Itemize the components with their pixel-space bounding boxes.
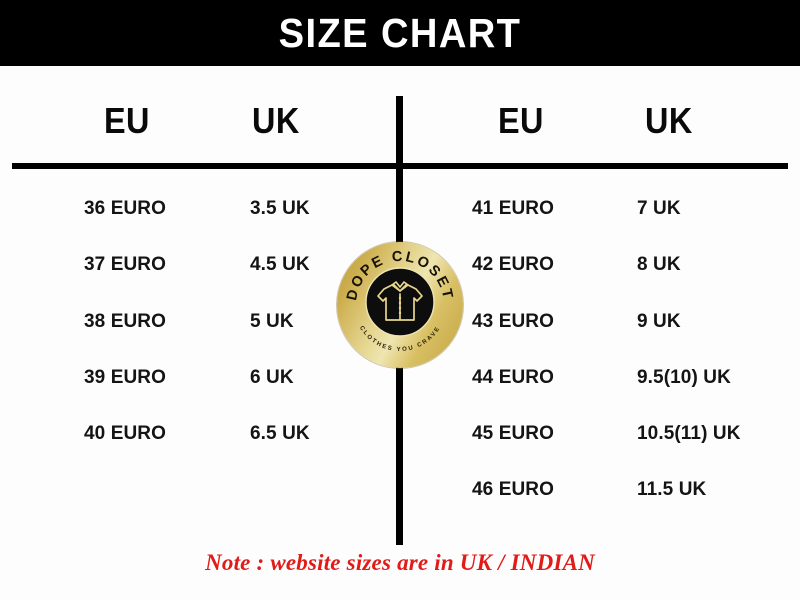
- table-row: 38 EURO: [84, 311, 167, 332]
- table-row: 43 EURO: [472, 311, 555, 332]
- table-row: 36 EURO: [84, 198, 167, 219]
- table-row: 42 EURO: [472, 254, 555, 275]
- column-header-eu-right: EU: [498, 100, 544, 141]
- table-row: 44 EURO: [472, 367, 555, 388]
- table-row: 6 UK: [250, 367, 294, 388]
- table-row: 7 UK: [637, 198, 681, 219]
- footer-note: Note : website sizes are in UK / INDIAN: [205, 550, 595, 575]
- table-row: 9 UK: [637, 311, 681, 332]
- column-header-uk-left: UK: [252, 100, 300, 141]
- table-row: 39 EURO: [84, 367, 167, 388]
- logo-svg: DOPE CLOSET CLOTHES YOU CRAVE: [344, 249, 453, 353]
- page-title: SIZE CHART: [278, 10, 522, 56]
- logo-inner-ring: [365, 267, 435, 337]
- table-row: 10.5(11) UK: [637, 423, 741, 444]
- column-header-uk-right: UK: [645, 100, 693, 141]
- column-header-eu-left: EU: [104, 100, 150, 141]
- table-row: 5 UK: [250, 311, 294, 332]
- table-row: 3.5 UK: [250, 198, 310, 219]
- table-row: 37 EURO: [84, 254, 167, 275]
- table-row: 41 EURO: [472, 198, 555, 219]
- table-row: 45 EURO: [472, 423, 555, 444]
- table-row: 11.5 UK: [637, 479, 707, 500]
- dope-closet-logo: DOPE CLOSET CLOTHES YOU CRAVE: [337, 242, 463, 368]
- shirt-buttons-icon: [398, 296, 402, 315]
- title-banner: SIZE CHART: [0, 0, 800, 66]
- table-row: 6.5 UK: [250, 423, 310, 444]
- table-row: 9.5(10) UK: [637, 367, 731, 388]
- table-row: 46 EURO: [472, 479, 555, 500]
- table-row: 8 UK: [637, 254, 681, 275]
- table-row: 40 EURO: [84, 423, 167, 444]
- table-row: 4.5 UK: [250, 254, 310, 275]
